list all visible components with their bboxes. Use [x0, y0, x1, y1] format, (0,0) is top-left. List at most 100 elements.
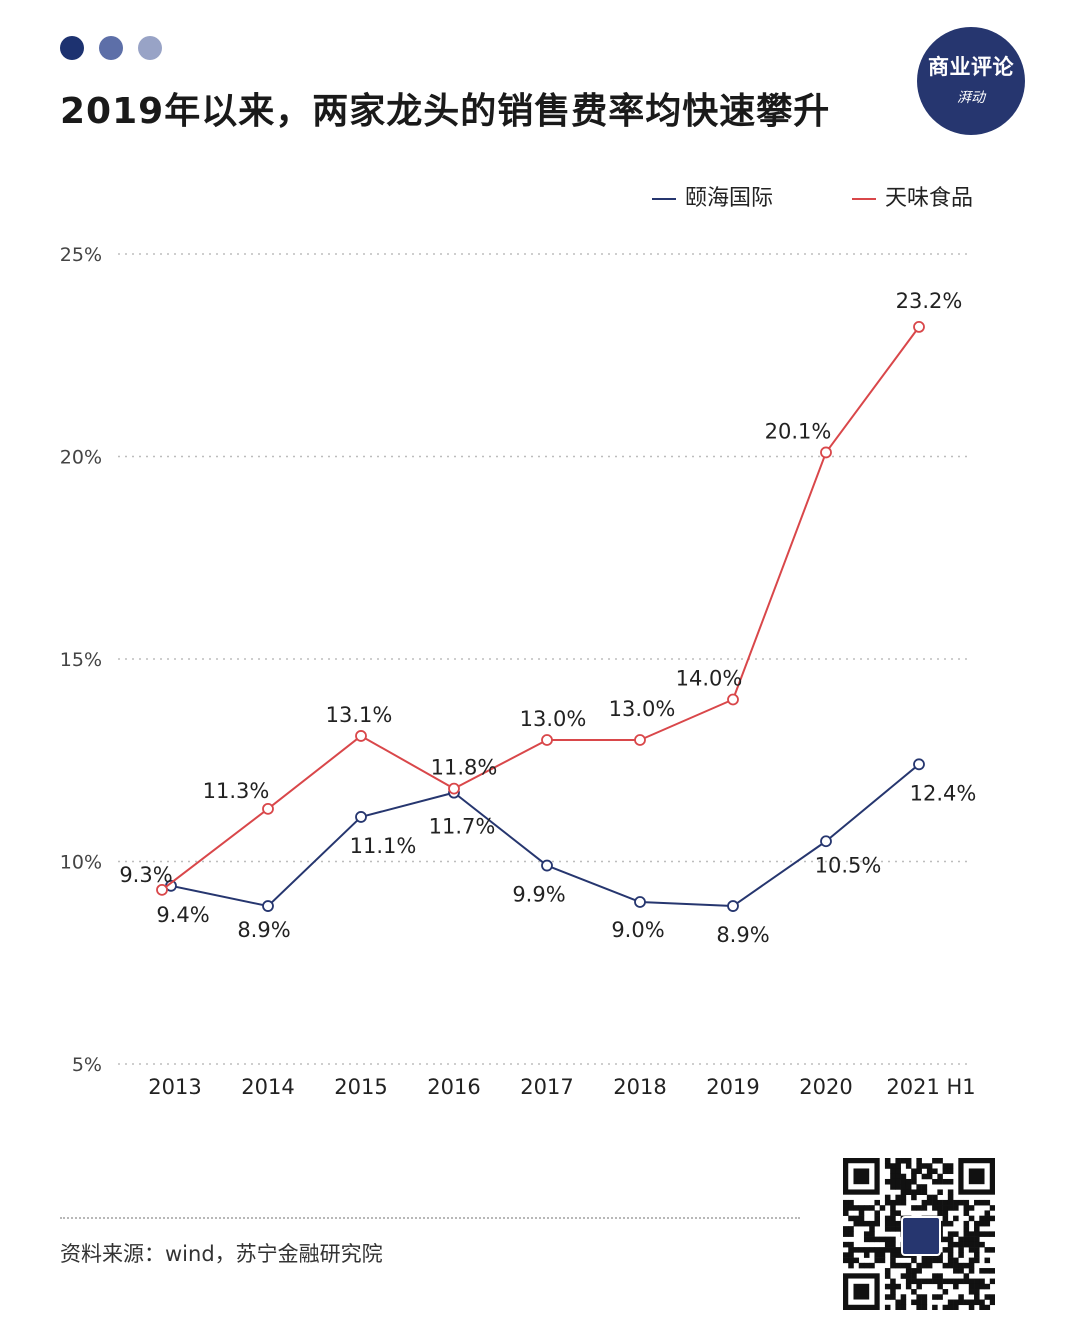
- qr-module: [979, 1215, 985, 1222]
- qr-module: [884, 1226, 891, 1232]
- qr-module: [895, 1184, 901, 1190]
- qr-module: [974, 1241, 980, 1248]
- qr-module: [879, 1257, 886, 1264]
- qr-module: [979, 1268, 985, 1274]
- qr-module: [905, 1184, 912, 1190]
- qr-module: [874, 1210, 880, 1216]
- data-label: 11.3%: [203, 779, 270, 803]
- qr-module: [890, 1173, 896, 1180]
- data-label: 13.1%: [326, 703, 393, 727]
- qr-module: [963, 1210, 970, 1216]
- qr-module: [953, 1257, 959, 1264]
- data-point: [820, 446, 832, 459]
- qr-module: [974, 1294, 980, 1300]
- qr-module: [984, 1210, 991, 1216]
- data-label: 13.0%: [520, 707, 587, 731]
- data-label: 9.9%: [512, 883, 565, 907]
- qr-module: [884, 1247, 891, 1253]
- qr-module: [858, 1262, 865, 1269]
- qr-module: [853, 1283, 870, 1300]
- qr-module: [843, 1252, 849, 1258]
- legend-line-icon: [652, 198, 676, 200]
- qr-module: [921, 1299, 928, 1306]
- qr-module: [968, 1289, 975, 1295]
- y-tick-label: 25%: [60, 244, 102, 266]
- qr-module: [863, 1252, 870, 1258]
- qr-module: [963, 1273, 970, 1279]
- data-point: [262, 802, 274, 815]
- qr-module: [843, 1199, 849, 1206]
- chart-legend: 颐海国际 天味食品: [652, 184, 1002, 214]
- data-point: [913, 320, 925, 333]
- logo-sub-text: 湃动: [957, 90, 985, 106]
- qr-module: [921, 1257, 928, 1264]
- qr-module: [900, 1178, 907, 1185]
- qr-module: [905, 1278, 912, 1285]
- qr-module: [884, 1199, 891, 1206]
- qr-module: [911, 1289, 917, 1295]
- qr-module: [895, 1226, 901, 1232]
- qr-module: [932, 1278, 938, 1285]
- qr-module: [874, 1236, 880, 1243]
- data-point: [156, 883, 168, 896]
- qr-module: [963, 1241, 970, 1248]
- qr-module: [953, 1304, 959, 1311]
- qr-module: [953, 1268, 959, 1274]
- qr-module: [916, 1283, 922, 1290]
- qr-module: [890, 1294, 896, 1300]
- qr-module: [937, 1178, 943, 1185]
- qr-module: [947, 1168, 954, 1175]
- qr-module: [989, 1299, 996, 1306]
- qr-module: [953, 1231, 959, 1237]
- qr-module: [858, 1247, 865, 1253]
- data-label: 8.9%: [237, 918, 290, 942]
- qr-module: [937, 1283, 943, 1290]
- qr-module: [958, 1252, 964, 1258]
- qr-module: [869, 1231, 875, 1237]
- qr-module: [974, 1283, 980, 1290]
- qr-module: [848, 1226, 854, 1232]
- qr-module: [979, 1304, 985, 1311]
- qr-module: [953, 1205, 959, 1211]
- qr-module: [848, 1215, 854, 1222]
- qr-module: [968, 1268, 975, 1274]
- qr-module: [869, 1236, 875, 1243]
- qr-module: [984, 1268, 991, 1274]
- qr-module: [916, 1205, 922, 1211]
- qr-module: [905, 1283, 912, 1290]
- qr-module: [884, 1241, 891, 1248]
- qr-module: [937, 1205, 943, 1211]
- data-point: [448, 782, 460, 795]
- qr-module: [984, 1247, 991, 1253]
- qr-module: [968, 1278, 975, 1285]
- qr-module: [947, 1189, 954, 1195]
- page-title: 2019年以来，两家龙头的销售费率均快速攀升: [60, 91, 831, 132]
- qr-module: [937, 1173, 943, 1180]
- qr-module: [942, 1205, 949, 1211]
- qr-module: [963, 1278, 970, 1285]
- qr-module: [843, 1257, 849, 1264]
- qr-module: [843, 1205, 849, 1211]
- qr-module: [932, 1168, 938, 1175]
- qr-pattern: [843, 1158, 996, 1311]
- qr-module: [895, 1168, 901, 1175]
- qr-module: [900, 1194, 907, 1201]
- qr-module: [900, 1273, 907, 1279]
- qr-module: [843, 1241, 849, 1248]
- qr-module: [848, 1262, 854, 1269]
- qr-module: [947, 1262, 954, 1269]
- qr-module: [953, 1299, 959, 1306]
- data-label: 10.5%: [815, 853, 882, 877]
- qr-module: [890, 1199, 896, 1206]
- qr-module: [884, 1304, 891, 1311]
- qr-module: [932, 1273, 938, 1279]
- data-point: [541, 734, 553, 746]
- qr-module: [942, 1220, 949, 1227]
- x-tick-label: 2019: [706, 1075, 759, 1099]
- legend-label: 颐海国际: [685, 186, 774, 211]
- qr-module: [879, 1252, 886, 1258]
- qr-module: [968, 1262, 975, 1269]
- data-label: 11.1%: [350, 834, 417, 858]
- qr-module: [874, 1252, 880, 1258]
- qr-module: [895, 1163, 901, 1169]
